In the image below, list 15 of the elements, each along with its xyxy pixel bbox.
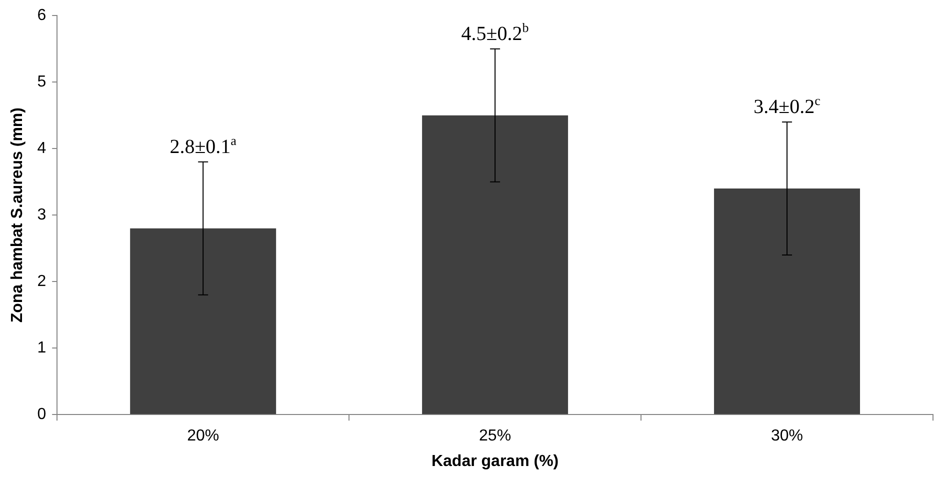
x-tick-label: 20% [187,428,220,445]
x-tick-label: 30% [771,428,804,445]
y-tick-label: 3 [37,206,46,224]
y-tick-label: 0 [37,406,46,424]
bar [714,188,860,414]
y-axis-title: Zona hambat S.aureus (mm) [9,108,26,323]
bar [130,228,276,414]
y-tick-label: 4 [37,140,46,158]
y-tick-label: 1 [37,340,46,357]
x-axis-title: Kadar garam (%) [431,452,559,470]
x-tick-label: 25% [479,428,512,445]
y-tick-label: 2 [37,273,46,290]
y-tick-label: 6 [37,7,46,24]
bar [422,115,568,414]
y-tick-label: 5 [37,74,46,91]
